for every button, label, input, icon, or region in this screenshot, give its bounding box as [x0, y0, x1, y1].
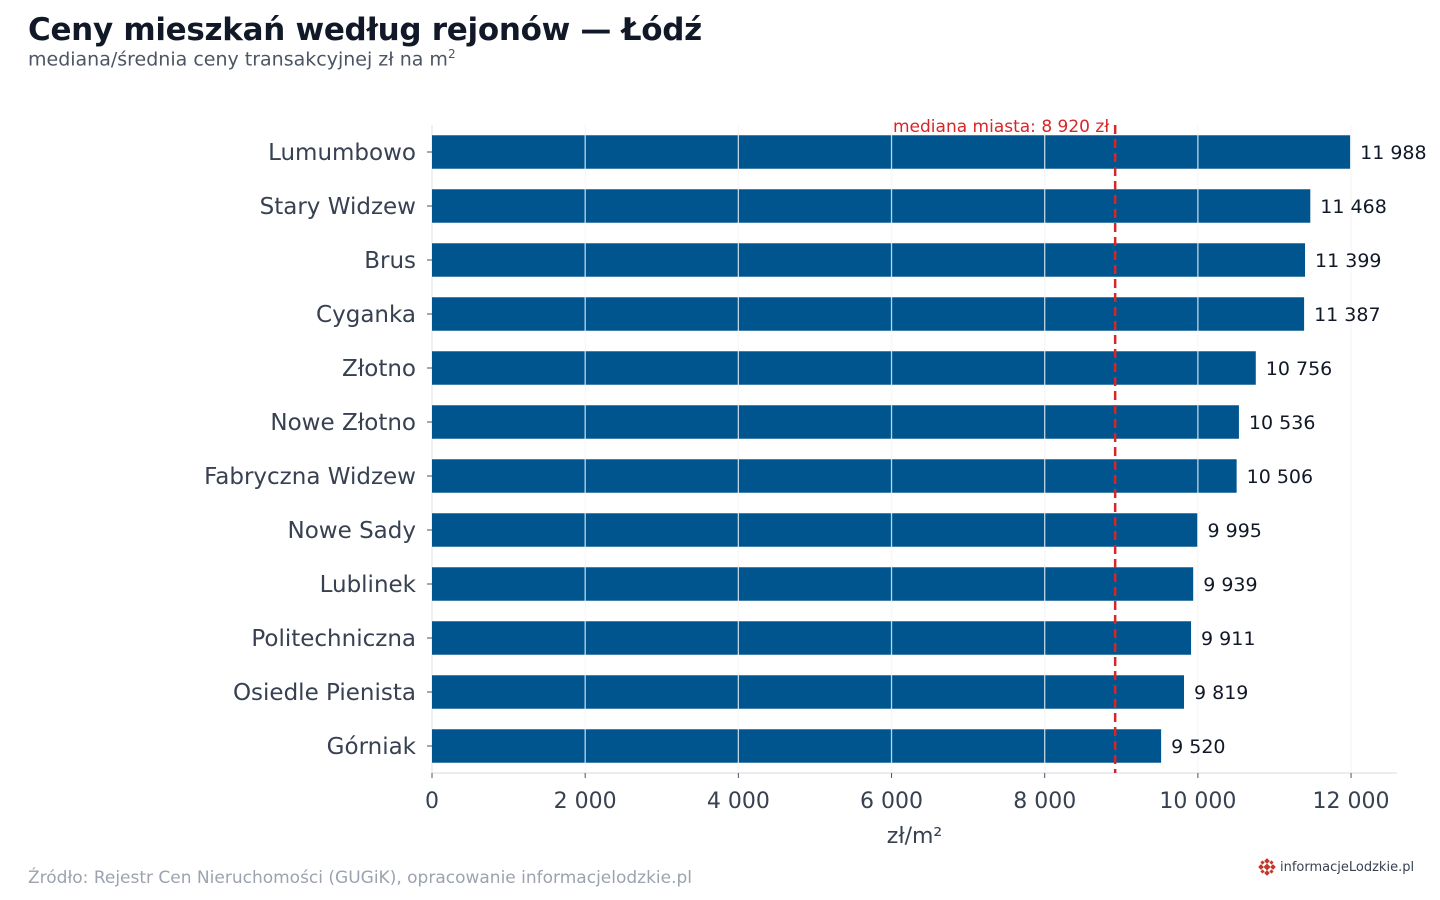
subtitle-text: mediana/średnia ceny transakcyjnej zł na…	[28, 48, 448, 71]
x-tick-label: 2 000	[554, 789, 617, 814]
chart-subtitle: mediana/średnia ceny transakcyjnej zł na…	[28, 47, 456, 70]
bar	[432, 405, 1239, 439]
value-label: 11 387	[1314, 304, 1380, 326]
bar	[432, 351, 1256, 385]
bar	[432, 675, 1185, 709]
x-tick-label: 6 000	[860, 789, 923, 814]
logo-icon	[1258, 858, 1276, 876]
category-label: Nowe Sady	[288, 518, 416, 544]
bar	[432, 459, 1237, 493]
value-label: 9 911	[1201, 628, 1255, 650]
category-label: Złotno	[342, 356, 416, 382]
value-label: 9 819	[1194, 682, 1248, 704]
value-label: 10 756	[1266, 358, 1332, 380]
bar	[432, 621, 1192, 655]
category-label: Górniak	[327, 734, 417, 760]
value-label: 9 520	[1171, 736, 1225, 758]
category-label: Fabryczna Widzew	[204, 464, 416, 490]
category-label: Nowe Złotno	[270, 410, 416, 436]
bar	[432, 297, 1305, 331]
bar	[432, 513, 1198, 547]
bar	[432, 729, 1162, 763]
x-tick-label: 4 000	[707, 789, 770, 814]
x-tick-label: 12 000	[1313, 789, 1390, 814]
value-label: 9 995	[1207, 520, 1261, 542]
x-tick-label: 0	[425, 789, 439, 814]
value-label: 11 988	[1360, 142, 1426, 164]
category-label: Lublinek	[320, 572, 417, 598]
bar	[432, 189, 1311, 223]
value-label: 11 399	[1315, 250, 1381, 272]
brand-logo: informacjeLodzkie.pl	[1258, 858, 1414, 876]
median-reference-label: mediana miasta: 8 920 zł	[893, 117, 1109, 137]
category-label: Osiedle Pienista	[233, 680, 416, 706]
value-label: 9 939	[1203, 574, 1257, 596]
x-axis-label: zł/m²	[887, 824, 942, 849]
source-note: Źródło: Rejestr Cen Nieruchomości (GUGiK…	[28, 868, 693, 888]
category-label: Politechniczna	[251, 626, 416, 652]
x-tick-label: 8 000	[1013, 789, 1076, 814]
bar	[432, 243, 1306, 277]
value-label: 10 506	[1247, 466, 1313, 488]
bar	[432, 567, 1194, 601]
value-label: 10 536	[1249, 412, 1315, 434]
category-label: Cyganka	[316, 302, 416, 328]
value-label: 11 468	[1320, 196, 1386, 218]
x-tick-label: 10 000	[1159, 789, 1236, 814]
category-label: Stary Widzew	[260, 194, 416, 220]
chart-title: Ceny mieszkań według rejonów — Łódź	[28, 12, 702, 48]
subtitle-superscript: 2	[447, 47, 456, 61]
logo-text: informacjeLodzkie.pl	[1280, 859, 1415, 875]
category-label: Brus	[364, 248, 416, 274]
category-label: Lumumbowo	[268, 140, 416, 166]
